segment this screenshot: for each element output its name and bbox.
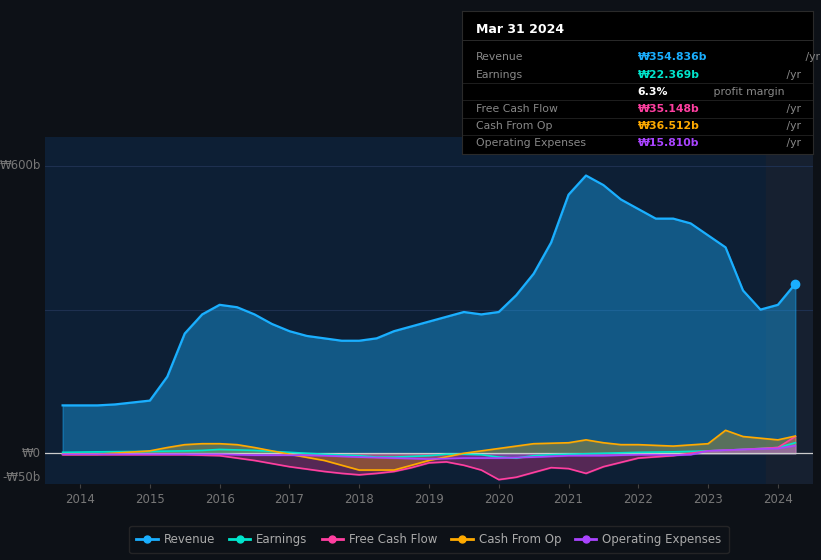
Text: ₩22.369b: ₩22.369b [638, 70, 699, 80]
Text: Revenue: Revenue [476, 52, 524, 62]
Text: Earnings: Earnings [476, 70, 523, 80]
Text: ₩15.810b: ₩15.810b [638, 138, 699, 148]
Text: -₩50b: -₩50b [2, 471, 41, 484]
Text: 6.3%: 6.3% [638, 87, 668, 97]
Text: ₩36.512b: ₩36.512b [638, 121, 699, 131]
Text: /yr: /yr [783, 121, 801, 131]
Text: ₩354.836b: ₩354.836b [638, 52, 707, 62]
Text: profit margin: profit margin [710, 87, 785, 97]
Text: /yr: /yr [783, 138, 801, 148]
Text: ₩35.148b: ₩35.148b [638, 104, 699, 114]
Text: /yr: /yr [783, 104, 801, 114]
Text: Operating Expenses: Operating Expenses [476, 138, 586, 148]
Text: /yr: /yr [801, 52, 819, 62]
Text: Free Cash Flow: Free Cash Flow [476, 104, 558, 114]
Legend: Revenue, Earnings, Free Cash Flow, Cash From Op, Operating Expenses: Revenue, Earnings, Free Cash Flow, Cash … [129, 526, 729, 553]
Text: ₩600b: ₩600b [0, 160, 41, 172]
Bar [766, 137, 813, 484]
Text: Mar 31 2024: Mar 31 2024 [476, 22, 564, 36]
Text: Cash From Op: Cash From Op [476, 121, 553, 131]
Text: ₩0: ₩0 [22, 447, 41, 460]
Text: /yr: /yr [783, 70, 801, 80]
